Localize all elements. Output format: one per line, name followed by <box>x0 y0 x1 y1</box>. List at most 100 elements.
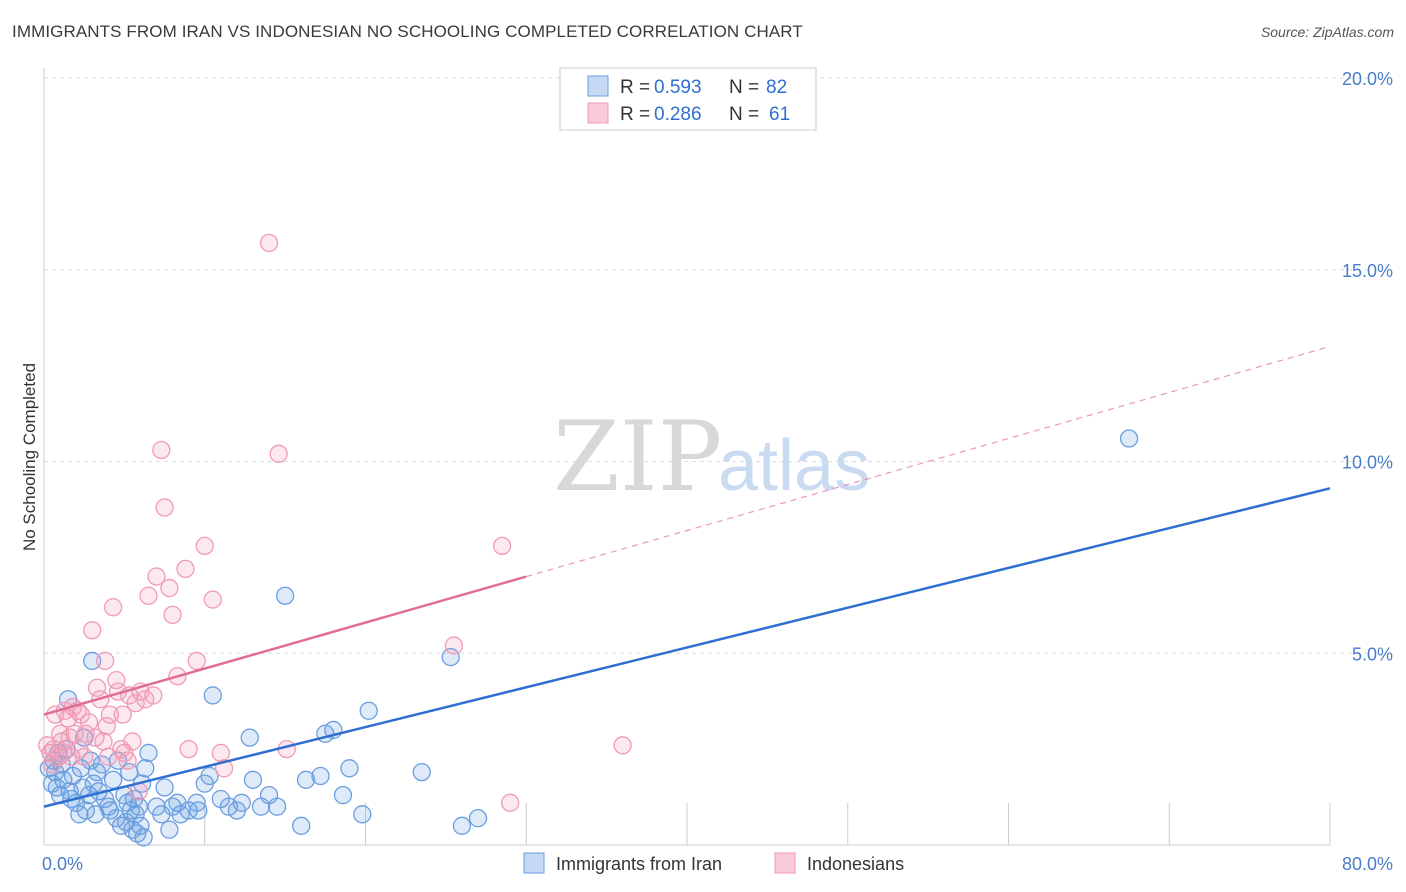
iran-point <box>441 647 460 667</box>
bottom-legend-swatch-indonesian <box>774 852 796 874</box>
iran-point <box>76 801 95 820</box>
legend-n-label-iran: N = <box>729 77 759 98</box>
legend-n-value-iran: 82 <box>766 77 787 98</box>
indonesian-point <box>492 536 512 556</box>
indonesian-point <box>152 440 171 460</box>
iran-point <box>160 820 179 839</box>
indonesian-point <box>113 705 132 724</box>
iran-point <box>1119 429 1139 448</box>
bottom-legend-swatch-iran <box>523 852 545 874</box>
iran-point <box>333 785 353 805</box>
y-tick-label: 10.0% <box>1342 453 1393 473</box>
indonesian-point <box>79 713 99 732</box>
chart-title: IMMIGRANTS FROM IRAN VS INDONESIAN NO SC… <box>12 22 803 41</box>
indonesian-point <box>269 444 288 463</box>
indonesian-point <box>100 705 120 724</box>
iran-point <box>155 778 174 797</box>
iran-point <box>267 797 287 816</box>
iran-point <box>232 793 251 812</box>
legend-swatch-indonesian <box>587 102 609 124</box>
indonesian-point <box>179 739 198 759</box>
indonesian-point <box>613 736 632 755</box>
indonesian-point <box>155 498 174 517</box>
source-credit: Source: ZipAtlas.com <box>1260 24 1394 40</box>
iran-trend-line <box>43 487 1331 808</box>
indonesian-point <box>187 651 206 671</box>
y-tick-label: 20.0% <box>1342 69 1393 89</box>
indonesian-point <box>176 559 195 579</box>
indonesian-point <box>107 670 126 690</box>
iran-point <box>359 701 378 720</box>
iran-point <box>452 816 472 835</box>
y-tick-label: 15.0% <box>1342 261 1393 281</box>
data-points <box>38 233 1139 847</box>
iran-point <box>292 816 311 835</box>
iran-point <box>139 743 158 763</box>
indonesian-point <box>95 651 115 671</box>
indonesian-point <box>444 636 464 655</box>
indonesian-point <box>203 590 222 609</box>
indonesian-point <box>50 724 70 743</box>
indonesian-point <box>163 605 182 625</box>
iran-point <box>340 759 359 778</box>
tick-labels: 5.0% 10.0% 15.0% 20.0% 0.0% 80.0% <box>42 69 1393 874</box>
iran-point <box>134 828 153 847</box>
axes <box>43 68 1331 846</box>
indonesian-point <box>76 724 95 743</box>
y-tick-label: 5.0% <box>1352 644 1393 664</box>
legend-r-label-indonesian: R = <box>620 104 650 125</box>
iran-point <box>103 770 123 789</box>
iran-point <box>54 770 73 789</box>
indonesian-point <box>259 233 279 253</box>
indonesian-point <box>123 732 142 751</box>
legend-swatch-iran <box>587 75 609 97</box>
bottom-legend: Immigrants from Iran Indonesians <box>523 852 904 874</box>
indonesian-point <box>147 567 166 586</box>
iran-point <box>468 809 488 828</box>
iran-point <box>200 766 219 786</box>
indonesian-point <box>94 732 113 751</box>
watermark-zip: ZIP <box>553 401 722 513</box>
indonesian-point <box>211 743 230 763</box>
x-tick-label: 80.0% <box>1342 854 1393 874</box>
legend-r-value-indonesian: 0.286 <box>654 104 702 125</box>
grid <box>44 77 1370 654</box>
indonesian-point <box>160 578 179 598</box>
legend-n-value-indonesian: 61 <box>769 104 790 125</box>
iran-point <box>203 686 222 705</box>
indonesian-point <box>195 536 214 556</box>
iran-point <box>296 770 316 789</box>
bottom-legend-label-indonesian: Indonesians <box>807 854 904 874</box>
iran-point <box>353 805 372 824</box>
iran-point <box>187 793 206 812</box>
bottom-legend-label-iran: Immigrants from Iran <box>556 854 722 874</box>
iran-point <box>189 801 208 820</box>
iran-point <box>240 728 259 747</box>
x-tick-label: 0.0% <box>42 854 83 874</box>
iran-point <box>412 762 431 782</box>
indonesian-point <box>144 686 163 705</box>
indonesian-point <box>87 678 107 697</box>
indonesian-point <box>126 693 145 713</box>
watermark: ZIP atlas <box>553 401 870 513</box>
iran-point <box>275 586 295 605</box>
indonesian-point <box>97 716 116 736</box>
trend-lines <box>43 345 1331 808</box>
legend-r-label-iran: R = <box>620 77 650 98</box>
indonesian-point <box>139 586 158 605</box>
iran-point <box>243 770 263 789</box>
watermark-atlas: atlas <box>718 426 870 506</box>
iran-point <box>131 816 150 835</box>
legend-r-value-iran: 0.593 <box>654 77 702 98</box>
indonesian-point <box>501 793 520 812</box>
indonesian-point <box>103 598 123 617</box>
y-axis-label: No Schooling Completed <box>20 363 39 551</box>
indonesian-point <box>118 751 137 770</box>
indonesian-point <box>75 747 94 766</box>
indonesian-trend-line <box>43 575 527 716</box>
indonesian-point <box>83 621 102 640</box>
iran-point <box>129 797 148 816</box>
legend-n-label-indonesian: N = <box>729 104 759 125</box>
indonesian-trend-extension <box>526 345 1331 578</box>
